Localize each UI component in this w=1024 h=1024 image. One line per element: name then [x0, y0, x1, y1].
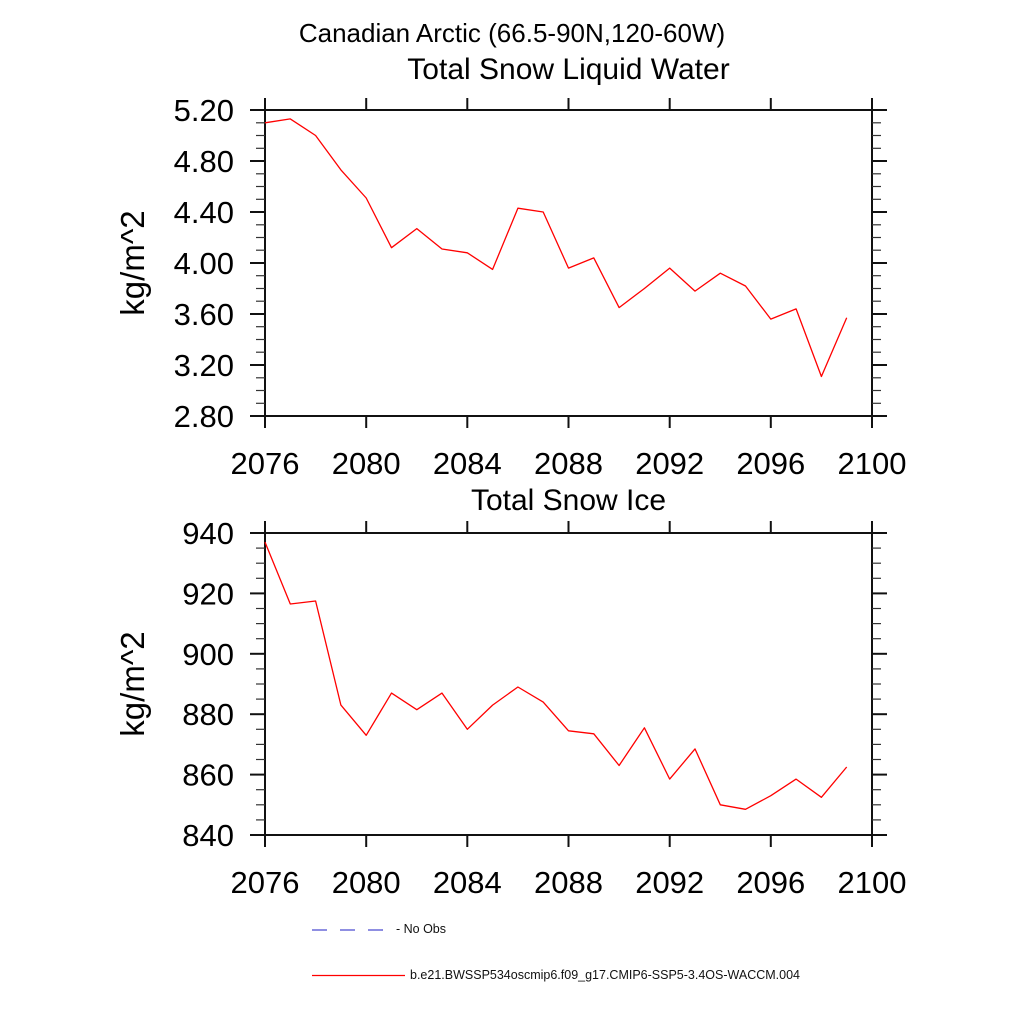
plot1-y-tick-label: 3.20	[174, 348, 234, 383]
plot1-y-tick-label: 5.20	[174, 93, 234, 128]
plot1-x-tick-label: 2076	[231, 446, 300, 481]
plot1-x-tick-label: 2084	[433, 446, 502, 481]
plot1-y-tick-label: 4.40	[174, 195, 234, 230]
plot1-title: Total Snow Liquid Water	[407, 53, 730, 86]
plot1-x-tick-label: 2100	[838, 446, 907, 481]
plot2-y-tick-label: 900	[182, 637, 234, 672]
legend-label-series: b.e21.BWSSP534oscmip6.f09_g17.CMIP6-SSP5…	[410, 968, 800, 982]
plot1-box	[264, 109, 873, 417]
plot2-y-tick-label: 940	[182, 516, 234, 551]
plot2-y-tick-label: 920	[182, 576, 234, 611]
plot2-series-line	[264, 541, 848, 810]
plot1-x-tick-label: 2088	[534, 446, 603, 481]
legend-label-no-obs: - No Obs	[396, 922, 447, 936]
plot1-y-tick-label: 4.00	[174, 246, 234, 281]
plot2-x-tick-label: 2100	[838, 865, 907, 900]
plot2-title: Total Snow Ice	[470, 484, 667, 517]
plot1-series-line	[264, 118, 848, 378]
plot1-y-axis-label: kg/m^2	[114, 210, 151, 316]
plot2-y-axis-label: kg/m^2	[114, 631, 151, 737]
plot2-x-tick-label: 2076	[231, 865, 300, 900]
plot2-y-tick-label: 860	[182, 758, 234, 793]
plot1-x-tick-label: 2096	[736, 446, 805, 481]
plot2-y-tick-label: 840	[182, 818, 234, 853]
plot1-y-tick-label: 2.80	[174, 399, 234, 434]
plot2-x-tick-label: 2084	[433, 865, 502, 900]
plot1-x-tick-label: 2080	[332, 446, 401, 481]
plot1-y-tick-label: 3.60	[174, 297, 234, 332]
plot2-y-tick-label: 880	[182, 697, 234, 732]
plot2-x-tick-label: 2080	[332, 865, 401, 900]
plot2-x-tick-label: 2092	[635, 865, 704, 900]
plot2-x-tick-label: 2088	[534, 865, 603, 900]
plot2-x-tick-label: 2096	[736, 865, 805, 900]
plot1-y-tick-label: 4.80	[174, 144, 234, 179]
plot1-x-tick-label: 2092	[635, 446, 704, 481]
figure-title: Canadian Arctic (66.5-90N,120-60W)	[298, 18, 726, 48]
